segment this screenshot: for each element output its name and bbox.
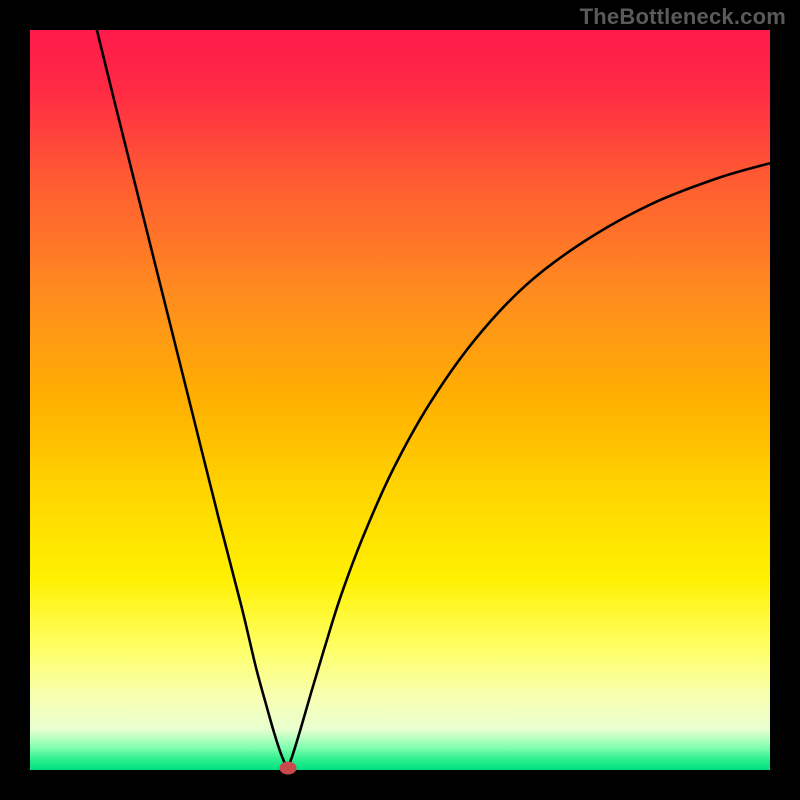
optimal-point-marker <box>279 761 296 774</box>
bottleneck-curve <box>91 30 770 768</box>
plot-area <box>30 30 770 770</box>
curve-layer <box>30 30 770 770</box>
chart-container: TheBottleneck.com <box>0 0 800 800</box>
watermark-text: TheBottleneck.com <box>580 4 786 30</box>
